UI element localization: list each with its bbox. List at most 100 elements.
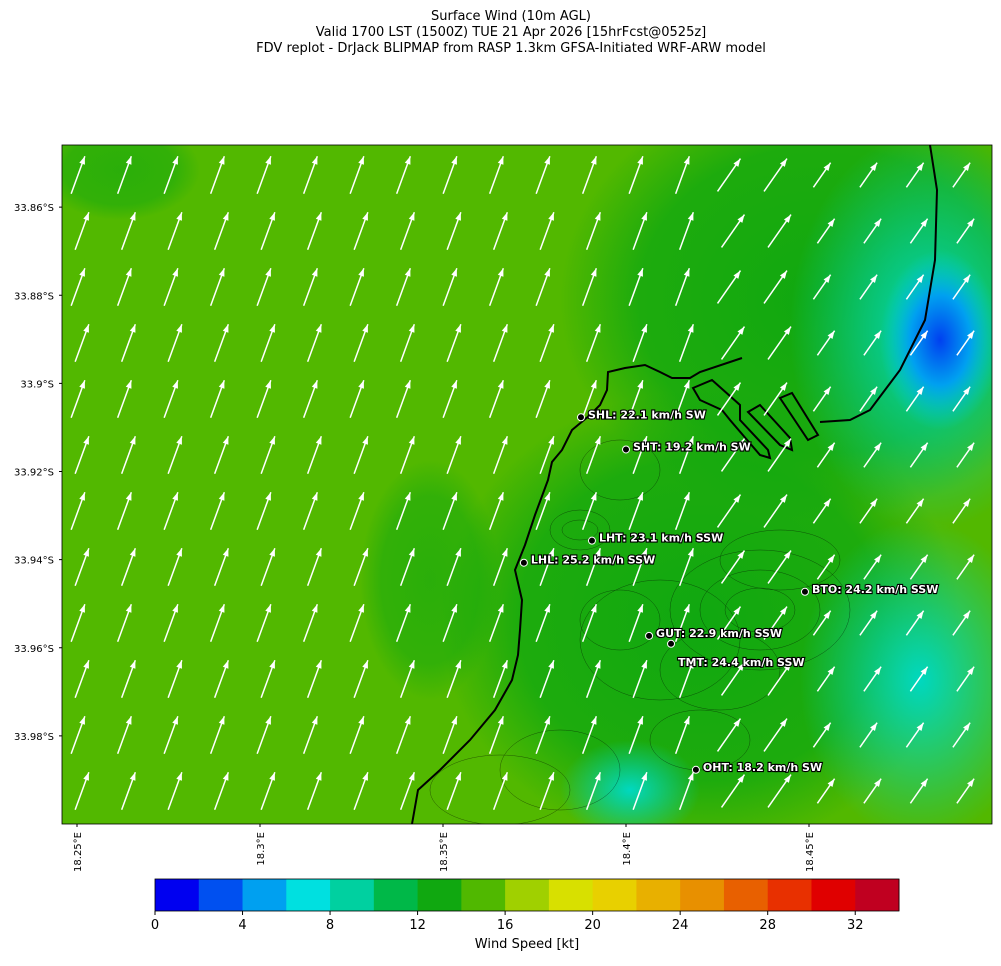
wind-arrow-head [83, 660, 89, 669]
title-line: Valid 1700 LST (1500Z) TUE 21 Apr 2026 [… [316, 25, 707, 40]
wind-arrow-head [779, 270, 787, 279]
wind-arrow-head [408, 548, 415, 557]
wind-arrow-head [874, 218, 882, 227]
wind-arrow-head [125, 156, 132, 165]
wind-arrow-head [548, 324, 554, 333]
wind-arrow-head [594, 212, 601, 221]
wind-arrow-head [827, 666, 835, 675]
wind-arrow-head [455, 772, 461, 781]
wind-arrow-head [362, 324, 368, 333]
wind-arrow-head [125, 604, 132, 613]
station-dot [587, 536, 596, 545]
wind-arrow-head [733, 718, 741, 727]
wind-arrow-head [590, 716, 597, 725]
wind-arrow-head [916, 274, 924, 283]
wind-arrow-head [637, 716, 643, 725]
station-label: SHT: 19.2 km/h SW [633, 440, 751, 453]
wind-arrow-head [79, 380, 85, 389]
wind-arrow-head [684, 828, 690, 837]
wind-arrow-head [916, 610, 924, 619]
wind-arrow-head [451, 268, 457, 277]
wind-arrow-head [737, 550, 745, 559]
wind-arrow-head [501, 324, 508, 333]
wind-arrow-head [222, 772, 229, 781]
wind-arrow-head [451, 828, 457, 837]
lat-tick-label: 33.92°S [14, 468, 54, 479]
colorbar-swatch [155, 879, 200, 911]
lon-tick-label: 18.4°E [622, 832, 633, 866]
wind-arrow-head [683, 604, 690, 613]
wind-arrow-head [641, 324, 647, 333]
wind-arrow-head [311, 492, 318, 501]
wind-arrow-head [222, 436, 229, 445]
wind-arrow-head [404, 380, 411, 389]
wind-arrow-head [733, 831, 740, 839]
colorbar-swatch [330, 879, 375, 911]
wind-arrow-head [963, 610, 971, 619]
wind-arrow-head [269, 436, 275, 445]
wind-arrow-head [870, 835, 877, 843]
wind-arrow-head [544, 828, 550, 837]
wind-arrow-head [963, 835, 970, 843]
lat-tick-label: 33.96°S [14, 644, 54, 655]
wind-arrow-head [451, 604, 457, 613]
wind-arrow-head [827, 218, 835, 227]
wind-arrow-head [265, 268, 271, 277]
wind-arrow-head [783, 774, 791, 783]
wind-arrow-head [920, 218, 928, 227]
lon-tick-label: 18.3°E [256, 832, 267, 866]
wind-arrow-head [129, 772, 136, 781]
colorbar-tick-label: 0 [151, 918, 159, 933]
colorbar-tick-label: 8 [326, 918, 334, 933]
wind-arrow-head [637, 380, 643, 389]
wind-arrow-head [737, 662, 745, 671]
wind-arrow-head [637, 268, 643, 277]
wind-arrow-head [594, 772, 601, 781]
colorbar-swatch [198, 879, 244, 911]
station-label: SHL: 22.1 km/h SW [588, 408, 706, 421]
map-frame [61, 144, 993, 825]
wind-arrow-head [590, 268, 597, 277]
colorbar-tick-label: 20 [584, 918, 601, 933]
wind-arrow-head [408, 324, 415, 333]
wind-arrow-head [874, 666, 882, 675]
wind-arrow-head [637, 604, 643, 613]
wind-arrow-head [967, 218, 975, 227]
wind-arrow-head [823, 498, 831, 507]
wind-arrow-head [265, 156, 271, 165]
wind-arrow-head [641, 772, 647, 781]
wind-arrow-head [315, 772, 322, 781]
wind-arrow-head [315, 548, 322, 557]
wind-arrow-head [590, 604, 597, 613]
lat-tick-label: 33.9°S [20, 379, 54, 390]
colorbar-tick-label: 32 [847, 918, 864, 933]
wind-arrow-head [176, 436, 182, 445]
wind-arrow-head [129, 212, 136, 221]
wind-arrow-head [269, 548, 275, 557]
wind-arrow-head [967, 330, 975, 339]
wind-arrow-head [963, 386, 971, 395]
wind-arrow-head [358, 492, 364, 501]
wind-arrow-head [172, 828, 178, 837]
wind-arrow-head [783, 550, 791, 559]
wind-arrow-head [501, 212, 508, 221]
wind-arrow-head [172, 604, 178, 613]
wind-arrow [953, 835, 970, 860]
wind-arrow-head [408, 660, 415, 669]
station-dot [576, 413, 585, 422]
wind-arrow-head [637, 828, 643, 837]
wind-arrow-head [362, 660, 368, 669]
wind-arrow-head [733, 494, 741, 503]
wind-arrow-head [548, 548, 554, 557]
colorbar-swatch [855, 879, 900, 911]
wind-arrow-head [733, 270, 741, 279]
wind-arrow-head [404, 268, 411, 277]
wind-arrow-head [404, 492, 411, 501]
wind-arrow-head [733, 382, 741, 391]
station-dot [667, 639, 676, 648]
wind-arrow-head [733, 158, 741, 167]
station-label: LHL: 25.2 km/h SSW [531, 554, 655, 567]
wind-arrow-head [963, 162, 971, 171]
wind-arrow [350, 828, 364, 866]
wind-arrow-head [779, 158, 787, 167]
